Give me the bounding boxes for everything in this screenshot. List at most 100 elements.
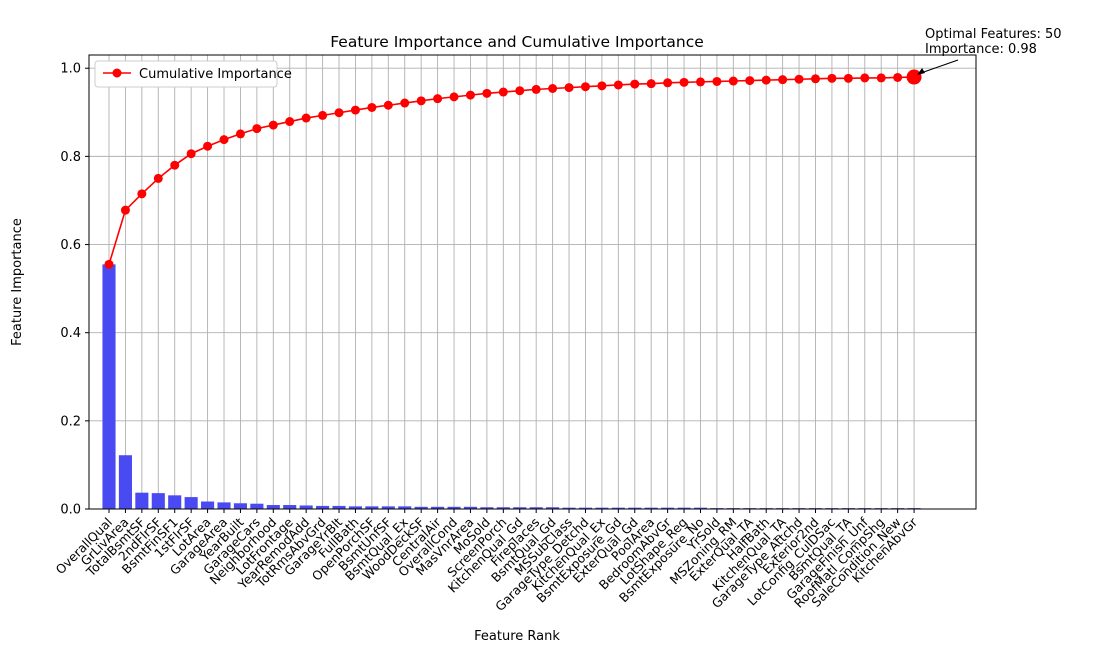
importance-bar [168,495,182,509]
cumulative-point [120,205,130,215]
importance-bar [299,505,313,509]
cumulative-point [794,74,804,84]
cumulative-point [318,110,328,120]
importance-bar [201,501,215,509]
cumulative-point [268,120,278,130]
plot-frame [88,54,977,510]
importance-bar [562,507,576,509]
importance-bar [184,497,198,509]
importance-bar [546,507,560,509]
cumulative-point [827,73,837,83]
importance-bar [135,492,149,509]
cumulative-point [219,135,229,145]
cumulative-point [186,149,196,159]
cumulative-point [170,160,180,170]
importance-bar [316,505,330,509]
cumulative-point [498,87,508,97]
cumulative-point [350,105,360,115]
cumulative-point [301,113,311,123]
importance-bar [283,505,297,509]
cumulative-point [449,92,459,102]
importance-bar [431,506,445,509]
y-axis-ticks: 0.0 0.2 0.4 0.6 0.8 1.0 [60,62,89,518]
importance-bar [250,503,264,509]
cumulative-point [630,79,640,89]
cumulative-point [876,73,886,83]
x-axis-label: Feature Rank [474,629,560,644]
annotation-line-1: Optimal Features: 50 [925,27,1062,42]
cumulative-point [383,100,393,110]
cumulative-point [465,90,475,100]
cumulative-point [416,96,426,106]
importance-bar [661,507,675,509]
cumulative-point [745,76,755,86]
cumulative-line [104,69,922,269]
cumulative-point [597,81,607,91]
legend-box [94,60,278,88]
cumulative-point [860,73,870,83]
importance-bar [677,507,691,509]
annotation-arrow [917,59,959,75]
y-tick-label: 0.0 [60,503,81,518]
importance-bar [414,506,428,509]
cumulative-point [564,83,574,93]
cumulative-point [334,108,344,118]
legend-entry-cumulative: Cumulative Importance [139,67,292,82]
cumulative-point [548,83,558,93]
y-tick-label: 1.0 [60,62,81,77]
cumulative-point [646,79,656,89]
y-tick-label: 0.4 [60,326,81,341]
cumulative-point [104,259,114,269]
cumulative-point [712,76,722,86]
cumulative-point [531,84,541,94]
y-tick-label: 0.2 [60,414,81,429]
importance-bar [595,507,609,509]
cumulative-point [400,98,410,108]
importance-bar [118,455,132,509]
cumulative-point [203,141,213,151]
annotation-arrowhead [917,68,926,76]
cumulative-point [728,76,738,86]
importance-bar [644,507,658,509]
cumulative-point [137,189,147,199]
cumulative-point [893,72,903,82]
importance-bar [463,506,478,509]
cumulative-point [252,124,262,134]
importance-bar [513,507,527,509]
cumulative-point [679,77,689,87]
importance-bar [447,506,461,509]
importance-bar [348,506,362,509]
importance-bar [628,507,642,509]
cumulative-polyline [108,76,915,265]
importance-bar [578,507,593,509]
grid-lines [89,55,976,510]
legend: Cumulative Importance [94,60,292,88]
importance-bar [266,505,280,509]
importance-bars [102,264,921,509]
importance-bar [480,507,494,509]
importance-bar [102,264,116,509]
cumulative-point [235,129,245,139]
cumulative-point [285,117,295,127]
cumulative-point [153,173,163,183]
cumulative-point [613,80,623,90]
importance-bar [332,505,346,509]
annotation-line-2: Importance: 0.98 [925,42,1037,57]
chart-title: Feature Importance and Cumulative Import… [330,33,704,51]
cumulative-point [843,73,853,83]
y-tick-label: 0.8 [60,150,81,165]
cumulative-point [515,86,525,96]
importance-bar [233,503,247,509]
importance-bar [151,493,165,509]
importance-bar [693,507,708,509]
x-axis-ticks: OverallQualGrLivAreaTotalBsmtSF2ndFlrSFB… [52,509,921,614]
cumulative-point [433,94,443,104]
cumulative-point [810,74,820,84]
cumulative-point [580,82,590,92]
cumulative-point [663,78,673,88]
importance-bar [496,507,510,509]
importance-bar [217,502,231,509]
y-axis-label: Feature Importance [10,218,25,346]
cumulative-point [778,75,788,85]
